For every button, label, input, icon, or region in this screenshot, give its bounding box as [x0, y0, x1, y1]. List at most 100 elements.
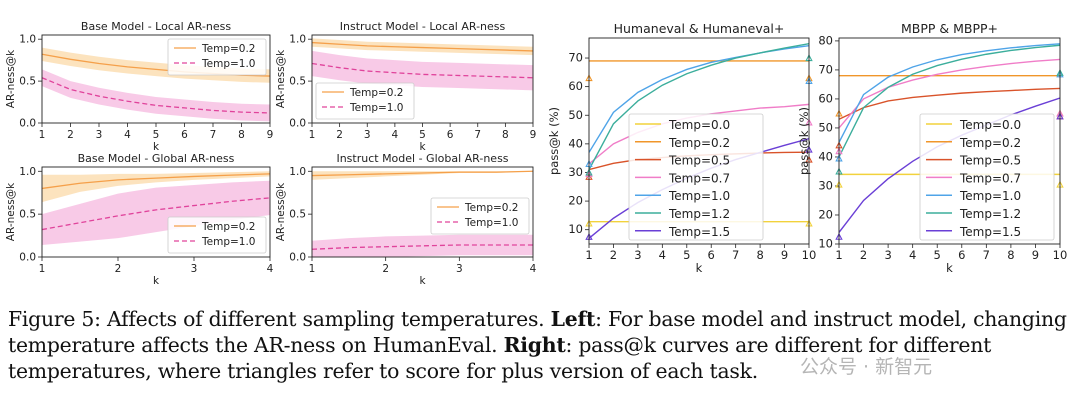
y-tick-label: 1.0 — [19, 166, 36, 178]
caption-left-text: : For base model and instruct model, cha… — [8, 307, 1067, 357]
legend-label: Temp=0.2 — [349, 87, 403, 99]
y-tick-label: 1.0 — [19, 34, 36, 46]
chart-panel-6: MBPP & MBPP+ 10 20 30 40 50 60 70 80 1 2 3 4 5 6 7 8 9 10 k… — [797, 21, 1067, 275]
legend: Temp=0.0 Temp=0.2 Temp=0.5 Temp=0.7 Temp=1.0… — [919, 113, 1055, 241]
series-line-05 — [839, 87, 1060, 120]
x-tick-label: 6 — [958, 248, 965, 262]
x-tick-label: 1 — [835, 248, 842, 262]
plot-area — [312, 170, 533, 257]
x-tick-label: 7 — [983, 248, 990, 262]
series-line-12 — [589, 43, 809, 170]
y-tick-label: 0.0 — [289, 118, 306, 130]
y-tick-label: 80 — [818, 33, 833, 47]
caption-left-label: Left — [550, 307, 596, 331]
x-tick-label: 3 — [456, 263, 463, 275]
y-axis-label: AR-ness@k — [5, 49, 17, 108]
confidence-band-temp-0-2 — [42, 171, 270, 203]
x-tick-label: 8 — [756, 248, 763, 262]
y-tick-label: 10 — [568, 222, 583, 236]
confidence-band-temp-1-0 — [42, 180, 270, 245]
x-tick-label: 10 — [1053, 248, 1068, 262]
x-axis-label: k — [419, 141, 426, 153]
y-tick-label: 10 — [818, 237, 833, 251]
chart-title: Instruct Model - Global AR-ness — [336, 152, 508, 165]
legend-label: Temp=1.0 — [959, 189, 1021, 203]
x-tick-label: 5 — [683, 248, 690, 262]
x-tick-label: 1 — [309, 129, 316, 141]
x-tick-label: 4 — [392, 129, 399, 141]
plot-area — [312, 38, 533, 91]
x-tick-label: 9 — [1032, 248, 1039, 262]
series-line-temp-1-0 — [42, 77, 270, 114]
y-tick-label: 40 — [568, 136, 583, 150]
x-tick-label: 2 — [610, 248, 617, 262]
legend-label: Temp=0.2 — [201, 43, 255, 55]
y-tick-label: 1.0 — [289, 34, 306, 46]
confidence-band-temp-1-0 — [42, 69, 270, 122]
x-tick-label: 7 — [210, 129, 217, 141]
caption-right-label: Right — [503, 333, 566, 357]
confidence-band-temp-0-2 — [312, 171, 533, 180]
plot-area — [42, 171, 270, 245]
y-tick-label: 0.5 — [19, 76, 36, 88]
x-axis-label: k — [153, 141, 160, 153]
x-tick-label: 8 — [502, 129, 509, 141]
y-tick-label: 20 — [818, 207, 833, 221]
y-axis-label: AR-ness@k — [5, 182, 17, 241]
x-tick-label: 2 — [115, 263, 122, 275]
x-tick-label: 4 — [267, 263, 274, 275]
x-tick-label: 5 — [419, 129, 426, 141]
legend-label: Temp=1.2 — [959, 207, 1021, 221]
caption-right-text: : pass@k curves are different for differ… — [8, 333, 992, 383]
y-tick-label: 0.0 — [289, 252, 306, 264]
y-axis-label: pass@k (%) — [797, 107, 811, 175]
x-tick-label: 3 — [364, 129, 371, 141]
legend-label: Temp=0.0 — [668, 118, 730, 132]
x-tick-label: 8 — [238, 129, 245, 141]
legend-label: Temp=1.5 — [668, 225, 730, 239]
x-axis-label: k — [153, 275, 160, 287]
y-tick-label: 50 — [818, 120, 833, 134]
x-tick-label: 4 — [909, 248, 916, 262]
series-line-temp-0-2 — [42, 173, 270, 190]
y-tick-label: 0.5 — [289, 76, 306, 88]
x-tick-label: 4 — [124, 129, 131, 141]
chart-panel-2: Instruct Model - Local AR-ness 0.0 0.5 1.0 1… — [275, 20, 536, 153]
y-tick-label: 0.5 — [289, 209, 306, 221]
legend-label: Temp=1.2 — [668, 207, 730, 221]
x-tick-label: 2 — [860, 248, 867, 262]
legend-label: Temp=1.0 — [201, 58, 255, 70]
legend: Temp=0.0 Temp=0.2 Temp=0.5 Temp=0.7 Temp=1.0… — [628, 113, 764, 241]
x-tick-label: 2 — [382, 263, 389, 275]
y-tick-label: 30 — [568, 165, 583, 179]
chart-panel-5: Humaneval & Humaneval+ 10 20 30 40 50 60 70 1 2 3 4… — [547, 21, 816, 275]
chart-panel-3: Base Model - Global AR-ness 0.0 0.5 1.0 1 2 3 4… — [5, 152, 274, 287]
series-line-temp-1-0 — [312, 62, 533, 79]
series-line-temp-0-2 — [312, 41, 533, 52]
x-tick-label: 9 — [530, 129, 537, 141]
y-tick-label: 60 — [818, 91, 833, 105]
y-axis-label: AR-ness@k — [275, 49, 287, 108]
legend-label: Temp=0.5 — [668, 154, 730, 168]
axes-frame — [311, 166, 534, 258]
figure-caption: Figure 5: Affects of different sampling … — [8, 306, 1070, 384]
legend-box — [919, 113, 1055, 241]
x-tick-label: 1 — [585, 248, 592, 262]
x-tick-label: 5 — [934, 248, 941, 262]
y-tick-label: 1.0 — [289, 166, 306, 178]
axes-frame — [311, 34, 534, 124]
legend: Temp=0.2 Temp=1.0 — [315, 82, 415, 120]
y-tick-label: 0.0 — [19, 252, 36, 264]
x-tick-label: 7 — [474, 129, 481, 141]
x-tick-label: 2 — [67, 129, 74, 141]
y-tick-label: 60 — [568, 79, 583, 93]
confidence-band-temp-1-0 — [312, 234, 533, 257]
y-tick-label: 50 — [568, 108, 583, 122]
x-tick-label: 3 — [634, 248, 641, 262]
x-axis-label: k — [696, 261, 703, 275]
legend-label: Temp=1.5 — [959, 225, 1021, 239]
x-tick-label: 4 — [659, 248, 666, 262]
x-tick-label: 1 — [309, 263, 316, 275]
legend-label: Temp=0.0 — [959, 118, 1021, 132]
legend-label: Temp=0.2 — [959, 136, 1021, 150]
